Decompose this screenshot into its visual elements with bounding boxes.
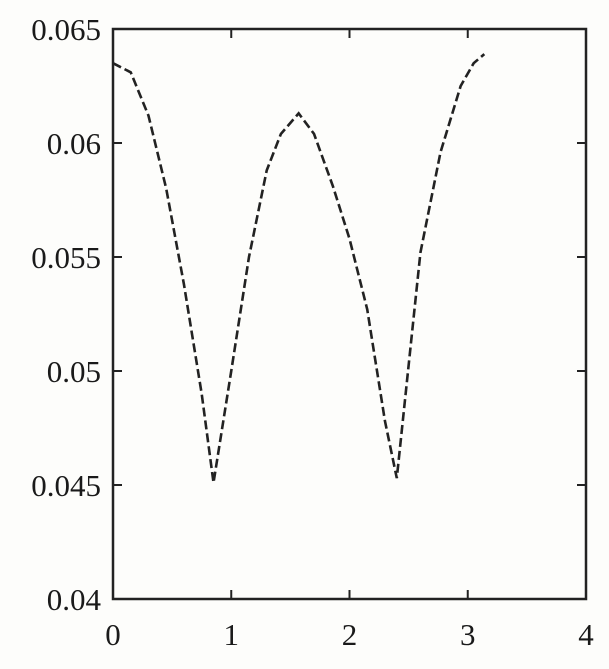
y-tick-label: 0.065	[31, 12, 101, 47]
plot-frame	[111, 27, 588, 601]
x-tick-label: 4	[578, 617, 594, 652]
series-line	[112, 53, 486, 483]
y-tick-label: 0.045	[31, 468, 101, 503]
x-tick-label: 0	[105, 617, 121, 652]
x-tick-label: 1	[224, 617, 240, 652]
y-tick-label: 0.06	[47, 126, 101, 161]
y-tick-label: 0.05	[47, 354, 101, 389]
y-tick-label: 0.055	[31, 240, 101, 275]
x-tick-label: 2	[342, 617, 358, 652]
x-tick-label: 3	[460, 617, 476, 652]
y-tick-label: 0.04	[47, 582, 102, 617]
